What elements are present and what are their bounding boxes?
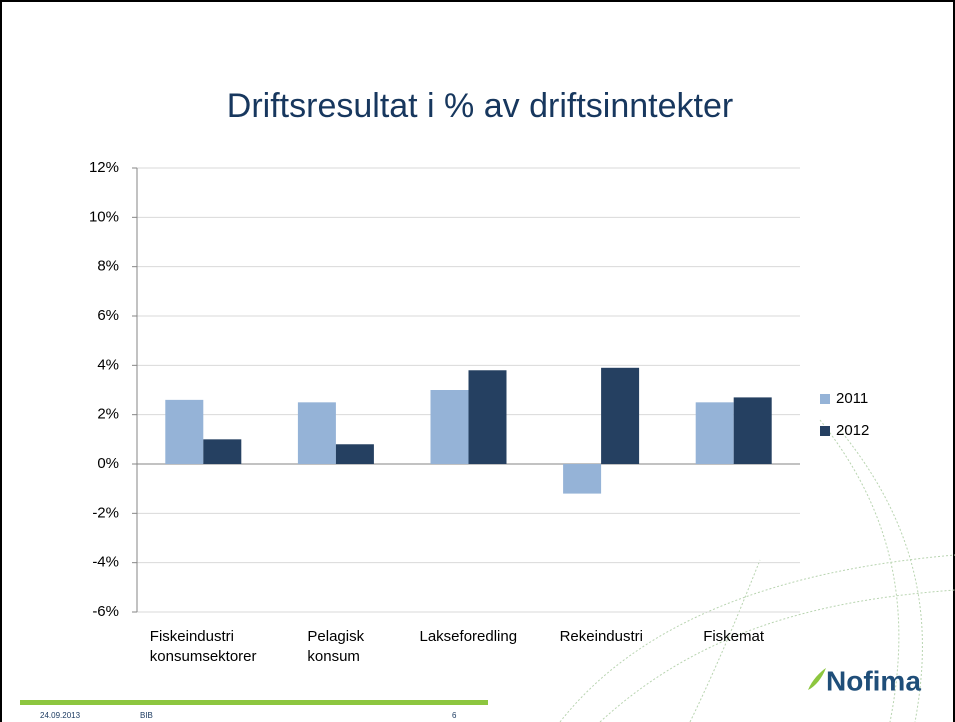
footer-page: 6 (452, 711, 457, 720)
legend-swatch (820, 394, 830, 404)
x-tick-label: Lakseforedling (419, 628, 518, 645)
y-tick-label: -2% (92, 504, 119, 521)
bar (601, 367, 640, 464)
y-tick-label: -6% (92, 603, 119, 620)
x-tick-label: Fiskemat (703, 628, 765, 645)
logo-icon (808, 668, 826, 690)
footer-date: 24.09.2013 (40, 711, 81, 720)
bar (430, 390, 469, 464)
bar (563, 464, 602, 494)
footer-author: BIB (140, 711, 153, 720)
bar (695, 402, 734, 464)
footer-bar (20, 700, 488, 705)
y-tick-label: 10% (89, 208, 119, 225)
bar (165, 399, 204, 464)
legend-swatch (820, 426, 830, 436)
y-tick-label: 2% (97, 406, 119, 423)
x-tick-label: Pelagisk konsum (307, 628, 365, 665)
legend-label: 2011 (836, 390, 868, 407)
y-tick-label: -4% (92, 554, 119, 571)
decor-curves (559, 419, 955, 722)
bar (468, 370, 507, 464)
y-tick-label: 6% (97, 307, 119, 324)
y-tick-label: 4% (97, 356, 119, 373)
y-tick-label: 8% (97, 258, 119, 275)
y-tick-label: 12% (89, 159, 119, 176)
bar (733, 397, 772, 464)
legend-label: 2012 (836, 422, 869, 439)
x-tick-label: Rekeindustri (559, 628, 643, 645)
y-tick-label: 0% (97, 455, 119, 472)
chart-title: Driftsresultat i % av driftsinntekter (227, 87, 733, 125)
logo: Nofima (826, 665, 921, 696)
bar (203, 439, 242, 464)
bar (335, 444, 374, 464)
x-tick-label: Fiskeindustri konsumsektorer (149, 628, 257, 665)
bar (297, 402, 336, 464)
